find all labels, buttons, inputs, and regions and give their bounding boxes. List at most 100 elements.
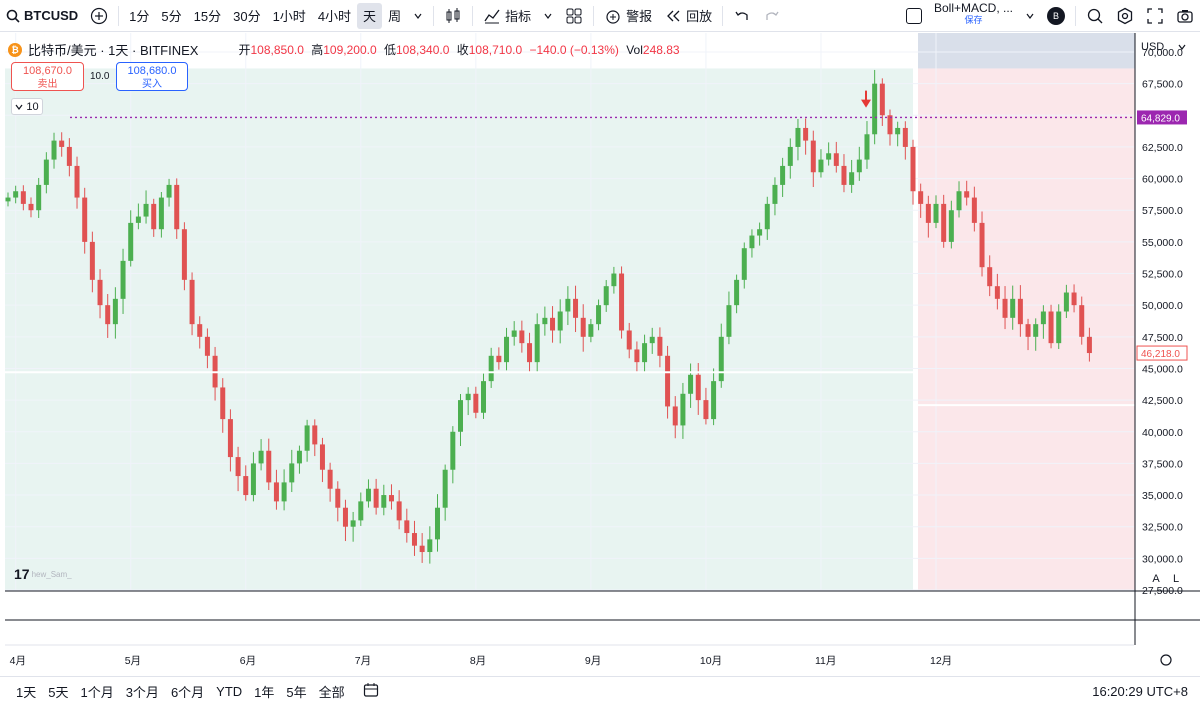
candle-body[interactable] (519, 330, 525, 344)
buy-button[interactable]: 108,680.0 买入 (116, 62, 188, 91)
auto-scale-button[interactable]: A (1152, 573, 1160, 585)
candle-body[interactable] (849, 172, 855, 185)
candle-body[interactable] (872, 83, 878, 135)
candle-body[interactable] (243, 476, 249, 496)
candle-body[interactable] (465, 393, 471, 401)
candle-body[interactable] (434, 507, 440, 540)
candle-body[interactable] (1086, 336, 1092, 354)
candle-body[interactable] (43, 159, 49, 185)
candle-body[interactable] (688, 374, 694, 394)
candle-body[interactable] (59, 140, 65, 147)
candle-body[interactable] (158, 197, 164, 230)
indicators-dropdown[interactable] (537, 0, 559, 32)
candle-body[interactable] (66, 146, 72, 166)
candle-body[interactable] (642, 343, 648, 363)
candle-body[interactable] (220, 387, 226, 420)
candle-body[interactable] (381, 495, 387, 508)
candle-body[interactable] (511, 330, 517, 337)
save-label[interactable]: 保存 (964, 14, 983, 25)
candle-body[interactable] (634, 349, 640, 363)
candle-body[interactable] (772, 184, 778, 204)
candle-body[interactable] (358, 501, 364, 521)
candle-body[interactable] (603, 286, 609, 306)
candle-body[interactable] (680, 393, 686, 426)
candle-body[interactable] (458, 400, 463, 432)
candle-body[interactable] (703, 400, 709, 420)
candle-body[interactable] (419, 545, 425, 553)
candle-body[interactable] (289, 463, 295, 483)
candle-body[interactable] (51, 140, 57, 160)
account-button[interactable]: B (1041, 0, 1071, 32)
candle-body[interactable] (565, 298, 571, 312)
range-8[interactable]: 全部 (318, 685, 345, 700)
candle-body[interactable] (1048, 311, 1054, 344)
price-chart[interactable]: 70,000.067,500.065,000.062,500.060,000.0… (0, 33, 1200, 677)
undo-button[interactable] (727, 0, 757, 32)
candle-body[interactable] (450, 431, 456, 470)
range-4[interactable]: 6个月 (170, 685, 205, 700)
candle-body[interactable] (941, 203, 947, 242)
snapshot-button[interactable] (1170, 0, 1200, 32)
fullscreen-button[interactable] (1140, 0, 1170, 32)
candle-body[interactable] (895, 127, 901, 135)
candle-body[interactable] (1071, 292, 1077, 306)
candle-body[interactable] (105, 305, 111, 325)
candle-body[interactable] (174, 184, 180, 230)
candle-body[interactable] (504, 336, 510, 363)
candle-body[interactable] (780, 165, 786, 185)
candle-body[interactable] (619, 273, 625, 331)
candle-body[interactable] (964, 191, 970, 198)
compare-button[interactable] (84, 0, 114, 32)
sell-button[interactable]: 108,670.0 卖出 (11, 62, 84, 91)
range-7[interactable]: 5年 (286, 685, 307, 700)
candle-body[interactable] (189, 279, 195, 325)
candle-body[interactable] (925, 203, 931, 223)
candle-body[interactable] (258, 450, 264, 464)
candle-body[interactable] (112, 298, 118, 325)
currency-label[interactable]: USD (1141, 41, 1186, 53)
candle-body[interactable] (473, 393, 479, 413)
range-6[interactable]: 1年 (254, 685, 275, 700)
candle-body[interactable] (97, 279, 103, 306)
replay-button[interactable]: 回放 (658, 0, 718, 32)
candle-body[interactable] (388, 495, 394, 502)
candle-body[interactable] (695, 374, 701, 401)
candle-body[interactable] (856, 159, 862, 173)
candle-body[interactable] (711, 381, 717, 420)
range-3[interactable]: 3个月 (125, 685, 159, 700)
candle-body[interactable] (427, 539, 433, 553)
candle-body[interactable] (833, 153, 839, 166)
candle-body[interactable] (327, 469, 333, 489)
candle-body[interactable] (749, 235, 755, 249)
candle-body[interactable] (13, 191, 19, 198)
candle-body[interactable] (1010, 298, 1016, 318)
candle-body[interactable] (734, 279, 740, 306)
candle-body[interactable] (527, 343, 533, 363)
candle-body[interactable] (573, 298, 579, 318)
interval-7[interactable]: 周 (388, 9, 402, 24)
symbol-title[interactable]: 比特币/美元 · 1天 · BITFINEX (28, 43, 199, 58)
range-5[interactable]: YTD (216, 684, 243, 699)
candle-body[interactable] (611, 273, 617, 287)
candle-body[interactable] (304, 425, 310, 451)
candle-body[interactable] (273, 482, 279, 502)
candle-body[interactable] (864, 134, 870, 160)
candle-body[interactable] (557, 311, 563, 331)
candle-body[interactable] (204, 336, 210, 356)
candle-body[interactable] (810, 140, 816, 173)
candle-body[interactable] (166, 184, 172, 198)
candle-body[interactable] (887, 115, 893, 135)
candle-body[interactable] (442, 469, 448, 508)
interval-4[interactable]: 1小时 (272, 9, 306, 24)
candle-body[interactable] (626, 330, 632, 350)
candle-body[interactable] (841, 165, 847, 185)
candle-body[interactable] (342, 507, 348, 527)
candle-body[interactable] (803, 127, 809, 141)
candle-body[interactable] (795, 127, 801, 147)
candle-body[interactable] (319, 444, 325, 470)
candle-body[interactable] (741, 248, 747, 280)
candle-body[interactable] (396, 501, 402, 521)
candle-body[interactable] (28, 203, 34, 211)
candle-body[interactable] (757, 229, 763, 236)
candle-body[interactable] (948, 210, 954, 242)
